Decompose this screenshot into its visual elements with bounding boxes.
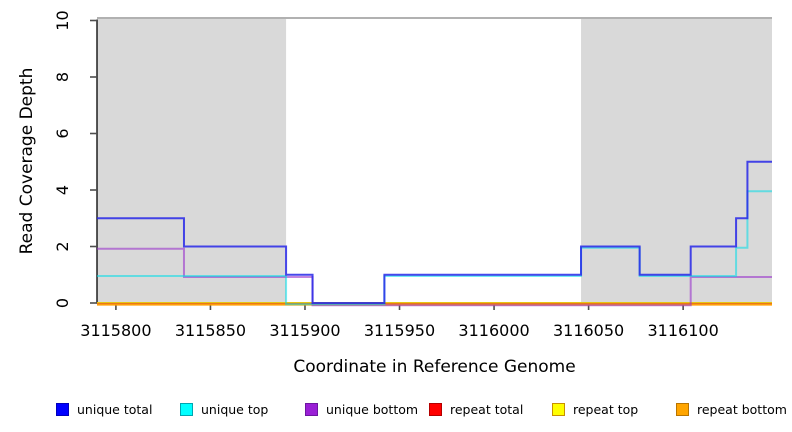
legend-swatch-repeat-bottom — [676, 402, 689, 416]
legend-label-repeat-bottom: repeat bottom — [697, 401, 787, 417]
x-tick-label: 3115950 — [364, 321, 435, 340]
legend-item-unique-bottom: unique bottom — [305, 401, 418, 417]
y-axis-title: Read Coverage Depth — [17, 67, 37, 255]
x-tick-label: 3115800 — [80, 321, 151, 340]
y-tick-label: 4 — [53, 185, 72, 195]
legend-item-unique-top: unique top — [180, 401, 268, 417]
shaded-region-1 — [581, 19, 772, 303]
legend-item-repeat-total: repeat total — [429, 401, 523, 417]
x-tick-label: 3115900 — [269, 321, 340, 340]
y-tick-label: 6 — [53, 128, 72, 138]
legend-swatch-repeat-top — [552, 402, 565, 416]
legend-swatch-unique-bottom — [305, 402, 318, 416]
coverage-plot-canvas: 3115800 3115850 3115900 3115950 3116000 31160… — [53, 10, 772, 340]
x-tick-label: 3116000 — [458, 321, 529, 340]
legend-item-unique-total: unique total — [56, 401, 152, 417]
legend-label-repeat-total: repeat total — [450, 401, 524, 417]
legend-label-unique-bottom: unique bottom — [326, 401, 419, 417]
series-line-unique-total — [97, 160, 772, 304]
y-tick-label: 0 — [53, 298, 72, 308]
y-tick-label: 2 — [53, 241, 72, 251]
legend-swatch-unique-total — [56, 402, 69, 416]
legend-label-unique-total: unique total — [77, 401, 153, 417]
x-axis-title: Coordinate in Reference Genome — [293, 357, 576, 377]
legend-swatch-unique-top — [180, 402, 193, 416]
y-tick-label: 8 — [53, 72, 72, 82]
legend: unique total unique top unique bottom re… — [0, 401, 792, 419]
legend-item-repeat-bottom: repeat bottom — [676, 401, 787, 417]
legend-item-repeat-top: repeat top — [552, 401, 638, 417]
legend-label-repeat-top: repeat top — [573, 401, 639, 417]
x-tick-label: 3115850 — [175, 321, 246, 340]
legend-label-unique-top: unique top — [201, 401, 269, 417]
x-tick-label: 3116100 — [648, 321, 719, 340]
legend-swatch-repeat-total — [429, 402, 442, 416]
y-tick-label: 10 — [53, 10, 72, 30]
shaded-region-0 — [97, 19, 287, 303]
x-tick-label: 3116050 — [553, 321, 624, 340]
